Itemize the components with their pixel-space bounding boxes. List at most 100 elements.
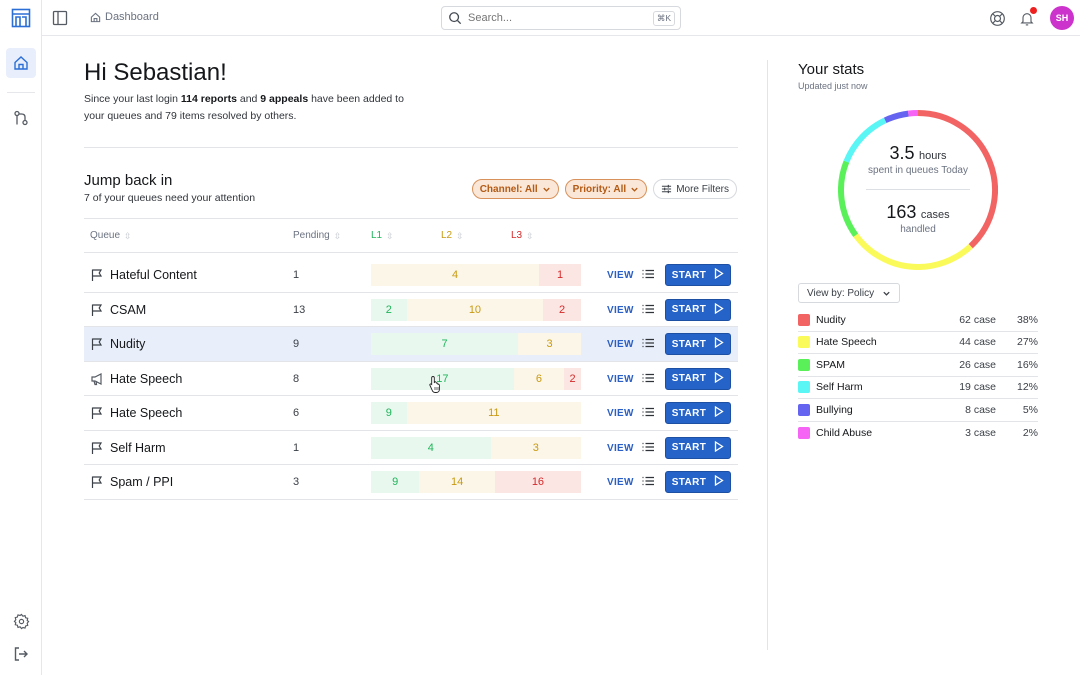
sidebar-toggle-icon[interactable] — [52, 10, 68, 26]
section-subtitle: 7 of your queues need your attention — [84, 192, 256, 204]
level-breakdown-bar: 17 6 2 — [371, 367, 581, 390]
topbar: Dashboard ⌘K SH — [42, 0, 1080, 36]
table-row[interactable]: CSAM 13 2 10 2 VIEW START — [84, 293, 738, 327]
sidebar-item-workflows[interactable] — [11, 108, 31, 128]
view-button[interactable]: VIEW — [607, 476, 654, 489]
start-button[interactable]: START — [665, 402, 731, 424]
sidebar-divider — [7, 92, 35, 93]
policy-name: Child Abuse — [816, 426, 873, 439]
queue-name[interactable]: Hate Speech — [110, 406, 183, 420]
avatar[interactable]: SH — [1050, 6, 1074, 30]
sidebar-item-settings[interactable] — [11, 611, 31, 631]
start-button[interactable]: START — [665, 264, 731, 286]
queue-name[interactable]: CSAM — [110, 302, 147, 317]
policy-donut-chart — [838, 110, 998, 270]
l3-count: 1 — [539, 264, 581, 286]
table-row[interactable]: Spam / PPI 3 9 14 16 VIEW START — [84, 465, 738, 500]
start-button[interactable]: START — [665, 436, 731, 459]
queue-name[interactable]: Nudity — [110, 337, 146, 351]
notifications-bell-icon[interactable] — [1018, 7, 1037, 27]
notification-dot — [1030, 7, 1037, 14]
breadcrumb-dashboard[interactable]: Dashboard — [105, 11, 159, 23]
view-button[interactable]: VIEW — [607, 442, 654, 455]
play-icon — [714, 405, 724, 420]
pending-count: 1 — [293, 269, 300, 281]
stats-title: Your stats — [798, 61, 865, 78]
col-l3[interactable]: L3 ⇳ — [511, 230, 534, 241]
color-swatch — [798, 403, 810, 416]
start-button[interactable]: START — [665, 333, 731, 355]
start-button[interactable]: START — [665, 367, 731, 390]
home-icon — [90, 12, 101, 22]
play-icon — [714, 440, 724, 455]
chevron-down-icon — [883, 291, 890, 296]
sidebar-item-home[interactable] — [6, 48, 36, 78]
play-icon — [714, 474, 724, 489]
start-button[interactable]: START — [665, 471, 731, 493]
col-queue[interactable]: Queue ⇳ — [90, 230, 132, 241]
priority-filter[interactable]: Priority: All — [564, 179, 648, 199]
view-button[interactable]: VIEW — [607, 338, 654, 351]
pending-count: 9 — [293, 338, 300, 350]
home-icon — [14, 56, 28, 70]
building-logo-icon[interactable] — [11, 8, 31, 28]
col-pending[interactable]: Pending ⇳ — [293, 230, 342, 241]
channel-filter[interactable]: Channel: All — [471, 179, 559, 199]
greeting-summary: Since your last login 114 reports and 9 … — [84, 93, 404, 122]
table-row[interactable]: Hate Speech 8 17 6 2 VIEW START — [84, 362, 738, 396]
policy-percent: 12% — [1016, 381, 1038, 394]
start-button[interactable]: START — [665, 298, 731, 321]
policy-cases: 26 case — [959, 358, 996, 371]
l1-count: 17 — [371, 367, 514, 390]
policy-name: Nudity — [816, 313, 846, 326]
view-button[interactable]: VIEW — [607, 407, 654, 420]
search-box[interactable]: ⌘K — [441, 6, 681, 30]
pending-count: 6 — [293, 407, 300, 419]
sidebar-item-logout[interactable] — [11, 644, 31, 664]
view-button[interactable]: VIEW — [607, 304, 654, 317]
col-l1[interactable]: L1 ⇳ — [371, 230, 394, 241]
view-by-dropdown[interactable]: View by: Policy — [798, 283, 901, 303]
search-input[interactable] — [468, 12, 653, 24]
flag-icon — [90, 303, 104, 317]
view-button[interactable]: VIEW — [607, 373, 654, 386]
level-breakdown-bar: 2 10 2 — [371, 298, 581, 321]
filter-sliders-icon — [662, 184, 672, 194]
donut-segment — [843, 117, 887, 163]
legend-item: Nudity 62 case 38% — [798, 309, 1038, 332]
list-icon — [642, 269, 654, 282]
list-icon — [642, 373, 654, 386]
stats-updated: Updated just now — [798, 81, 868, 91]
view-button[interactable]: VIEW — [607, 269, 654, 282]
flag-icon — [90, 337, 104, 351]
flag-icon — [90, 441, 104, 455]
sort-icon: ⇳ — [333, 230, 342, 241]
play-icon — [714, 336, 724, 351]
chevron-down-icon — [542, 187, 550, 192]
col-l2[interactable]: L2 ⇳ — [441, 230, 464, 241]
donut-segment — [853, 233, 973, 270]
queue-name[interactable]: Spam / PPI — [110, 475, 174, 489]
queue-name[interactable]: Hateful Content — [110, 268, 197, 282]
pending-count: 8 — [293, 372, 300, 385]
queue-name[interactable]: Hate Speech — [110, 371, 183, 386]
table-row[interactable]: Hate Speech 6 9 11 VIEW START — [84, 396, 738, 431]
policy-legend: Nudity 62 case 38% Hate Speech 44 case 2… — [798, 309, 1038, 444]
sort-icon: ⇳ — [124, 230, 132, 241]
policy-percent: 38% — [1016, 313, 1038, 326]
policy-percent: 27% — [1016, 336, 1038, 349]
help-lifebuoy-icon[interactable] — [988, 9, 1006, 27]
donut-segment — [838, 160, 859, 238]
list-icon — [642, 442, 654, 455]
policy-name: Bullying — [816, 403, 853, 416]
queue-name[interactable]: Self Harm — [110, 440, 166, 455]
play-icon — [714, 302, 724, 317]
chevron-down-icon — [631, 187, 638, 192]
more-filters-button[interactable]: More Filters — [653, 179, 737, 199]
breadcrumb[interactable]: Dashboard — [90, 11, 159, 23]
